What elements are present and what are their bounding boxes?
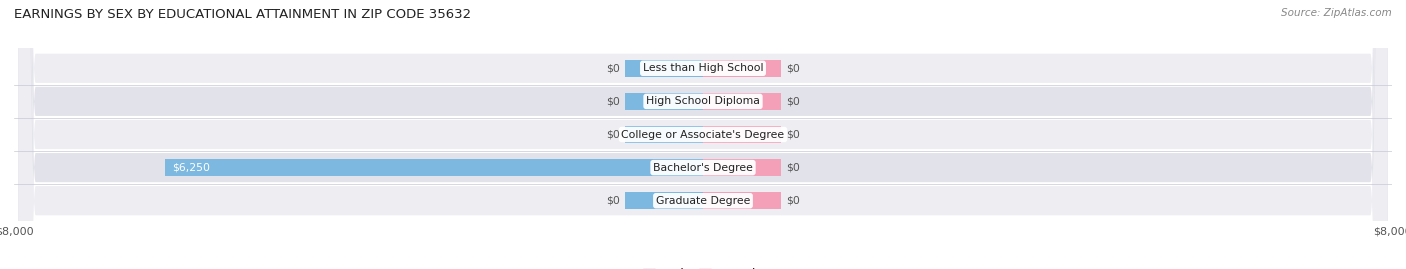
Text: $0: $0 <box>606 196 620 206</box>
Bar <box>703 192 780 209</box>
Text: $0: $0 <box>786 96 800 107</box>
Text: Bachelor's Degree: Bachelor's Degree <box>652 162 754 173</box>
Text: $0: $0 <box>786 196 800 206</box>
Bar <box>165 159 703 176</box>
Bar <box>626 192 703 209</box>
Text: $0: $0 <box>786 63 800 73</box>
Bar <box>703 60 780 77</box>
FancyBboxPatch shape <box>18 0 1388 269</box>
Text: Less than High School: Less than High School <box>643 63 763 73</box>
Bar <box>703 159 780 176</box>
Bar <box>703 126 780 143</box>
Bar <box>626 126 703 143</box>
Bar <box>626 93 703 110</box>
Text: $0: $0 <box>786 129 800 140</box>
Text: $0: $0 <box>786 162 800 173</box>
Text: Graduate Degree: Graduate Degree <box>655 196 751 206</box>
Text: High School Diploma: High School Diploma <box>647 96 759 107</box>
Text: College or Associate's Degree: College or Associate's Degree <box>621 129 785 140</box>
Text: $0: $0 <box>606 129 620 140</box>
FancyBboxPatch shape <box>18 0 1388 269</box>
Text: $0: $0 <box>606 63 620 73</box>
Text: $6,250: $6,250 <box>172 162 209 173</box>
Bar <box>703 93 780 110</box>
FancyBboxPatch shape <box>18 0 1388 269</box>
Text: EARNINGS BY SEX BY EDUCATIONAL ATTAINMENT IN ZIP CODE 35632: EARNINGS BY SEX BY EDUCATIONAL ATTAINMEN… <box>14 8 471 21</box>
Text: Source: ZipAtlas.com: Source: ZipAtlas.com <box>1281 8 1392 18</box>
FancyBboxPatch shape <box>18 0 1388 269</box>
Legend: Male, Female: Male, Female <box>638 264 768 269</box>
Bar <box>626 60 703 77</box>
Text: $0: $0 <box>606 96 620 107</box>
FancyBboxPatch shape <box>18 0 1388 269</box>
